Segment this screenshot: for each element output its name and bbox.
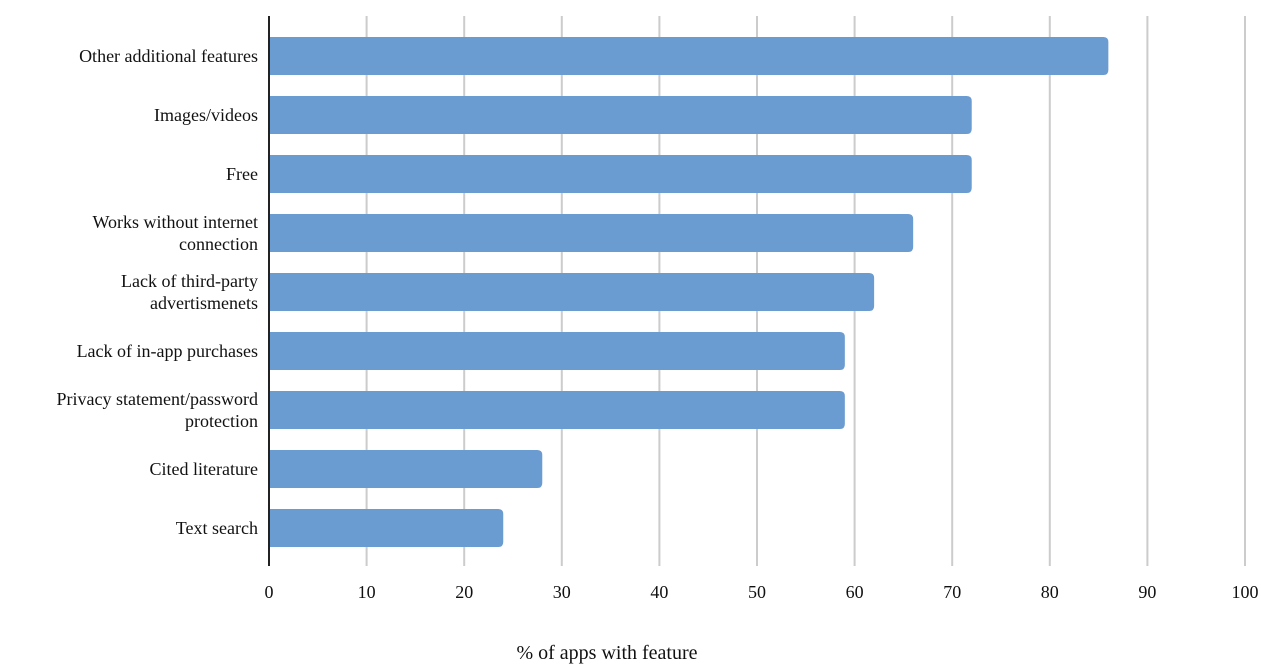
bar-2: [269, 96, 972, 134]
x-tick-label-20: 20: [455, 582, 473, 602]
category-label-7-line-1: Privacy statement/password: [57, 389, 258, 409]
x-tick-label-0: 0: [265, 582, 274, 602]
x-tick-label-90: 90: [1138, 582, 1156, 602]
bars: [269, 37, 1108, 547]
x-tick-label-50: 50: [748, 582, 766, 602]
bar-9: [269, 509, 503, 547]
bar-1: [269, 37, 1108, 75]
x-tick-label-60: 60: [846, 582, 864, 602]
category-label-4-line-2: connection: [179, 234, 258, 254]
bar-4: [269, 214, 913, 252]
x-tick-label-30: 30: [553, 582, 571, 602]
bar-5: [269, 273, 874, 311]
x-axis-title: % of apps with feature: [516, 642, 697, 664]
category-label-3: Free: [226, 164, 258, 184]
x-tick-labels: 0 10 20 30 40 50 60 70 80 90 100: [265, 582, 1259, 602]
category-label-2: Images/videos: [154, 105, 258, 125]
category-label-5-line-1: Lack of third-party: [121, 271, 258, 291]
category-label-8: Cited literature: [150, 459, 258, 479]
bar-3: [269, 155, 972, 193]
bar-8: [269, 450, 542, 488]
category-label-7-line-2: protection: [185, 411, 258, 431]
category-label-1: Other additional features: [79, 46, 258, 66]
x-tick-label-70: 70: [943, 582, 961, 602]
category-label-6: Lack of in-app purchases: [77, 341, 258, 361]
x-tick-label-100: 100: [1232, 582, 1259, 602]
x-tick-label-40: 40: [650, 582, 668, 602]
x-tick-label-80: 80: [1041, 582, 1059, 602]
bar-7: [269, 391, 845, 429]
category-labels: Other additional features Images/videos Fr…: [57, 46, 258, 538]
category-label-4-line-1: Works without internet: [92, 212, 258, 232]
x-tick-label-10: 10: [358, 582, 376, 602]
category-label-5-line-2: advertismenets: [150, 293, 258, 313]
category-label-9: Text search: [176, 518, 258, 538]
bar-6: [269, 332, 845, 370]
